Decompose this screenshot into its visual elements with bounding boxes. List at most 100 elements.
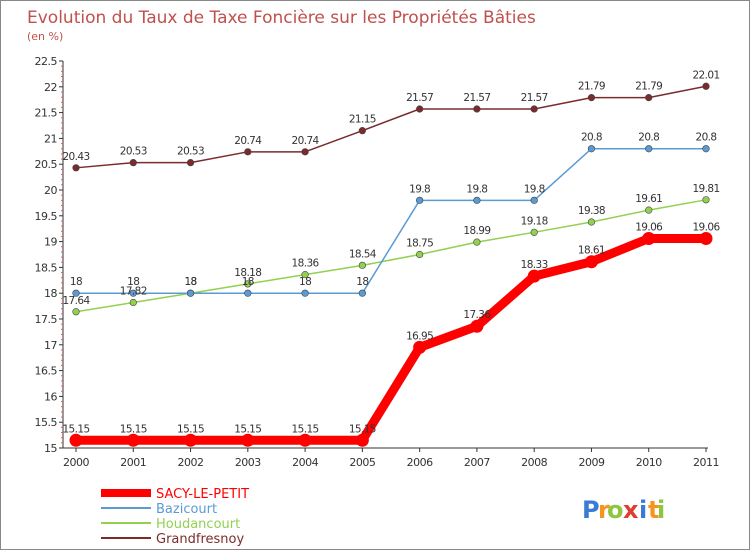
data-point	[645, 94, 653, 102]
data-label: 20.74	[234, 135, 262, 147]
data-point	[186, 289, 195, 297]
y-tick-label: 20.5	[35, 158, 58, 171]
data-label: 21.79	[635, 81, 662, 93]
brand-letter: i	[639, 496, 647, 524]
x-tick-label: 2011	[693, 456, 719, 469]
data-label: 19.61	[635, 193, 662, 205]
data-label: 15.15	[292, 423, 319, 435]
brand-letter: r	[598, 496, 610, 524]
y-tick-label: 17	[44, 339, 57, 352]
data-point	[473, 238, 481, 246]
data-label: 17.36	[463, 309, 491, 321]
series-line-sacy-le-petit	[71, 234, 711, 445]
data-point	[72, 308, 80, 316]
chart-unit-label: (en %)	[27, 30, 63, 43]
series-layer	[69, 82, 713, 447]
data-point	[413, 340, 427, 354]
brand-letter: t	[648, 496, 659, 524]
brand-letter: o	[607, 496, 624, 524]
data-label: 21.57	[463, 92, 490, 104]
legend-label: Houdancourt	[156, 517, 240, 532]
x-tick-label: 2001	[120, 456, 146, 469]
data-label: 18.54	[349, 248, 377, 260]
data-point	[358, 289, 366, 297]
y-tick-label: 18	[44, 287, 57, 300]
data-label: 19.06	[692, 222, 720, 234]
data-label: 20.74	[292, 135, 320, 147]
x-tick-label: 2010	[636, 456, 662, 469]
data-point	[241, 433, 255, 447]
y-tick-label: 15	[44, 442, 57, 455]
legend: SACY-LE-PETITBazicourtHoudancourtGrandfr…	[101, 487, 249, 547]
data-label: 19.18	[521, 215, 548, 227]
data-point	[470, 319, 484, 333]
data-label: 18	[184, 276, 196, 288]
data-label: 16.95	[406, 330, 433, 342]
data-point	[702, 196, 710, 204]
legend-label: Bazicourt	[156, 502, 217, 517]
chart-title: Evolution du Taux de Taxe Foncière sur l…	[27, 8, 536, 28]
data-label: 18	[299, 276, 311, 288]
data-point	[184, 433, 198, 447]
y-tick-label: 17.5	[35, 313, 58, 326]
data-label: 20.53	[120, 146, 147, 158]
brand-letter: P	[582, 496, 600, 524]
data-point	[72, 164, 80, 172]
data-label: 20.8	[581, 132, 602, 144]
data-label: 18	[127, 276, 139, 288]
data-point	[645, 206, 653, 214]
data-label: 18.75	[406, 238, 433, 250]
y-tick-label: 16.5	[35, 365, 58, 378]
data-point	[358, 261, 366, 269]
data-point	[699, 232, 713, 246]
data-point	[584, 255, 598, 269]
data-point	[126, 433, 140, 447]
data-point	[358, 127, 366, 135]
data-label: 15.15	[349, 423, 376, 435]
data-label: 15.15	[177, 423, 204, 435]
data-label: 15.15	[120, 423, 147, 435]
data-label: 19.81	[692, 183, 719, 195]
data-label: 18	[356, 276, 368, 288]
y-tick-label: 19.5	[35, 210, 58, 223]
data-label: 21.15	[349, 114, 376, 126]
x-tick-label: 2002	[178, 456, 204, 469]
data-point	[473, 105, 481, 113]
data-label: 18.36	[292, 258, 320, 270]
y-tick-label: 21.5	[35, 107, 58, 120]
x-tick-label: 2004	[292, 456, 318, 469]
data-label: 15.15	[234, 423, 261, 435]
x-tick-label: 2000	[63, 456, 89, 469]
data-point	[69, 433, 83, 447]
series-line-bazicourt	[75, 147, 707, 294]
data-label: 19.06	[635, 222, 663, 234]
data-point	[702, 145, 710, 153]
y-tick-label: 22	[44, 81, 57, 94]
y-tick-label: 15.5	[35, 416, 58, 429]
proxiti-logo: Pro x i ti	[582, 496, 665, 524]
y-tick-label: 16	[44, 390, 57, 403]
x-tick-label: 2008	[521, 456, 547, 469]
data-point	[129, 159, 137, 167]
legend-label: SACY-LE-PETIT	[156, 487, 249, 502]
brand-letter: i	[657, 496, 665, 524]
y-tick-label: 18.5	[35, 261, 58, 274]
y-tick-label: 19	[44, 236, 57, 249]
data-label: 17.82	[120, 285, 147, 297]
data-point	[301, 289, 309, 297]
data-label: 18	[184, 276, 196, 288]
legend-label: Grandfresnoy	[156, 532, 244, 547]
data-label: 17.64	[62, 295, 90, 307]
data-point	[473, 196, 481, 204]
x-tick-label: 2009	[578, 456, 604, 469]
data-point	[301, 271, 309, 279]
data-label: 18	[70, 276, 82, 288]
data-label: 19.8	[524, 183, 545, 195]
x-tick-label: 2005	[349, 456, 375, 469]
data-point	[355, 433, 369, 447]
data-point	[642, 232, 656, 246]
data-point	[129, 289, 137, 297]
data-point	[527, 269, 541, 283]
data-point	[530, 105, 538, 113]
